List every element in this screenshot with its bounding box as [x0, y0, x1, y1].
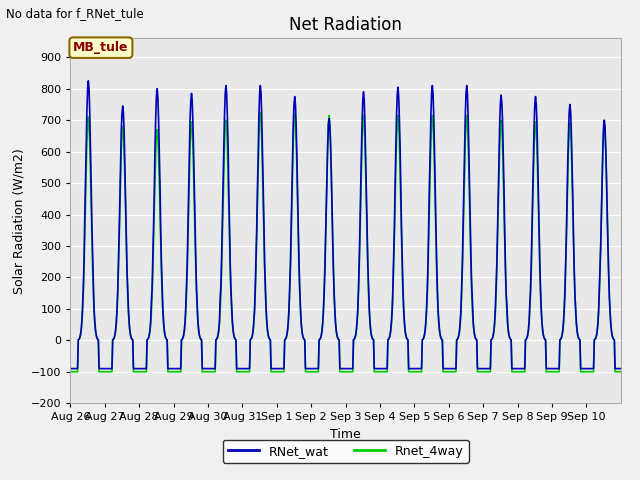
Y-axis label: Solar Radiation (W/m2): Solar Radiation (W/m2)	[12, 148, 26, 294]
Line: RNet_wat: RNet_wat	[70, 81, 620, 369]
RNet_wat	[132, 366, 140, 372]
X-axis label: Time: Time	[330, 428, 361, 441]
Rnet_4way	[67, 369, 74, 374]
Rnet_4way	[433, 290, 441, 296]
RNet_wat	[260, 219, 268, 225]
Title: Net Radiation: Net Radiation	[289, 16, 402, 34]
Text: No data for f_RNet_tule: No data for f_RNet_tule	[6, 7, 144, 20]
Rnet_4way	[403, 335, 410, 341]
RNet_wat	[403, 335, 410, 341]
RNet_wat	[433, 285, 441, 290]
Rnet_4way	[131, 369, 139, 374]
Line: Rnet_4way: Rnet_4way	[70, 112, 620, 372]
RNet_wat	[233, 366, 241, 372]
RNet_wat	[616, 366, 624, 372]
RNet_wat	[281, 337, 289, 343]
Rnet_4way	[616, 369, 624, 374]
RNet_wat	[84, 78, 92, 84]
Legend: RNet_wat, Rnet_4way: RNet_wat, Rnet_4way	[223, 440, 468, 463]
Rnet_4way	[260, 235, 268, 240]
Rnet_4way	[281, 337, 289, 343]
Rnet_4way	[232, 337, 240, 343]
Text: MB_tule: MB_tule	[73, 41, 129, 54]
RNet_wat	[67, 366, 74, 372]
Rnet_4way	[257, 109, 264, 115]
